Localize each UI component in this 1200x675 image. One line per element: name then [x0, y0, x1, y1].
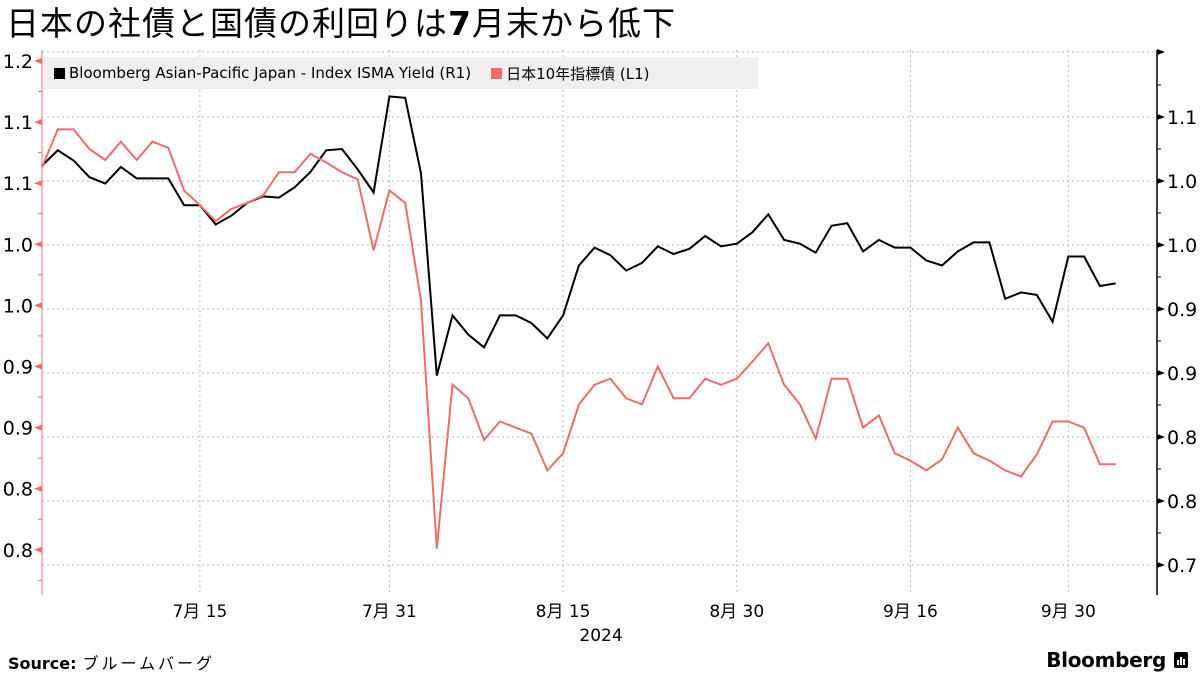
right-tick-label: 0.9 [1167, 299, 1197, 321]
legend-item-corporate-yield: Bloomberg Asian-Pacific Japan - Index IS… [54, 64, 471, 82]
right-tick-arrow-icon [1157, 178, 1165, 184]
left-tick-label: 0.8 [3, 540, 33, 562]
x-tick-label: 7月 15 [172, 602, 227, 622]
bloomberg-brand: Bloomberg [1046, 648, 1188, 672]
x-tick-label: 7月 31 [362, 602, 417, 622]
left-tick-label: 1.1 [3, 173, 33, 195]
x-tick-label: 9月 16 [883, 602, 938, 622]
legend-swatch-black-icon [54, 67, 65, 79]
left-tick-arrow-icon [34, 180, 42, 187]
left-tick-arrow-icon [34, 241, 42, 248]
left-tick-arrow-icon [34, 546, 42, 553]
left-tick-arrow-icon [34, 363, 42, 370]
right-tick-label: 1.1 [1167, 107, 1197, 129]
right-tick-label: 0.7 [1167, 555, 1197, 577]
legend-item-jgb-10y: 日本10年指標債 (L1) [491, 63, 650, 84]
left-tick-arrow-icon [34, 302, 42, 309]
left-tick-label: 0.9 [3, 418, 33, 440]
right-tick-label: 0.8 [1167, 491, 1197, 513]
x-year-label: 2024 [579, 626, 622, 646]
right-tick-arrow-icon [1157, 498, 1165, 504]
left-tick-label: 1.1 [3, 112, 33, 134]
right-tick-arrow-icon [1157, 242, 1165, 248]
series-line-jgb-10y [41, 128, 1116, 549]
legend: Bloomberg Asian-Pacific Japan - Index IS… [44, 57, 758, 89]
right-tick-arrow-icon [1157, 562, 1165, 568]
legend-label: Bloomberg Asian-Pacific Japan - Index IS… [69, 64, 472, 82]
legend-label: 日本10年指標債 (L1) [506, 64, 650, 83]
right-tick-label: 0.9 [1167, 363, 1197, 385]
left-tick-label: 0.8 [3, 479, 33, 501]
bloomberg-logo-icon [1174, 652, 1188, 668]
right-tick-label: 1.0 [1167, 171, 1197, 193]
series-line-corporate-yield [41, 95, 1116, 376]
right-tick-label: 1.0 [1167, 235, 1197, 257]
left-tick-label: 0.9 [3, 357, 33, 379]
left-tick-arrow-icon [34, 424, 42, 431]
right-tick-arrow-icon [1157, 306, 1165, 312]
source-note: Source: ブルームバーグ [8, 654, 216, 673]
right-tick-arrow-icon [1157, 114, 1165, 120]
left-tick-arrow-icon [34, 485, 42, 492]
left-tick-arrow-icon [34, 58, 42, 64]
left-tick-label: 1.0 [3, 234, 33, 256]
x-tick-label: 8月 15 [536, 602, 591, 622]
left-tick-label: 1.0 [3, 295, 33, 317]
right-tick-arrow-icon [1157, 370, 1165, 376]
x-tick-label: 8月 30 [709, 602, 764, 622]
chart-title: 日本の社債と国債の利回りは7月末から低下 [6, 4, 676, 43]
left-tick-arrow-icon [34, 119, 42, 126]
x-tick-label: 9月 30 [1041, 602, 1096, 622]
right-tick-label: 0.8 [1167, 427, 1197, 449]
left-tick-label: 1.2 [3, 51, 33, 73]
legend-swatch-red-icon [491, 67, 503, 79]
right-tick-arrow-icon [1157, 434, 1165, 440]
